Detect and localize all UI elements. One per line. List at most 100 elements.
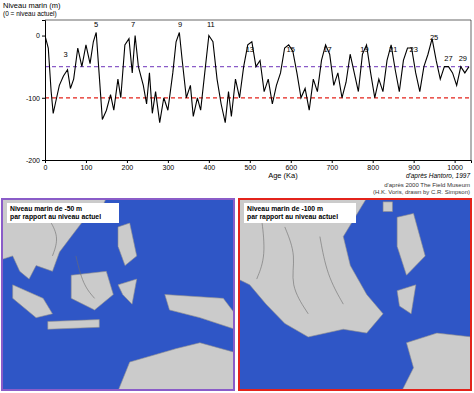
y-tick-label: 0 [36, 32, 40, 39]
stage-label: 25 [430, 33, 438, 42]
stage-label: 19 [360, 45, 368, 54]
x-tick-label: 1000 [447, 164, 463, 171]
map-panel: Niveau marin de -100 mpar rapport au niv… [238, 198, 472, 391]
x-tick: 0 [44, 160, 48, 171]
y-tick-mark [42, 160, 45, 161]
panel-title: par rapport au niveau actuel [10, 213, 101, 221]
y-axis-note: (0 = niveau actuel) [3, 10, 57, 18]
x-axis: 0 100 200 300 400 500 600 700 800 900 1000 [44, 160, 472, 171]
river [257, 217, 264, 279]
y-tick-mark [42, 98, 45, 99]
river [285, 227, 308, 314]
x-tick-label: 700 [326, 164, 338, 171]
land [71, 271, 113, 310]
x-tick: 300 [163, 160, 175, 171]
panel-border [2, 199, 234, 390]
x-tick-mark [455, 160, 456, 163]
sea [238, 198, 472, 391]
x-tick-mark [373, 160, 374, 163]
stage-label: 27 [444, 54, 452, 63]
y-axis-line [42, 21, 46, 161]
stage-label: 9 [178, 20, 182, 29]
figure: Niveau marin (m)(0 = niveau actuel) 0 -100… [0, 0, 474, 393]
x-axis-title: Age (Ka) [268, 171, 298, 180]
panel-title: Niveau marin de -50 m [10, 205, 82, 212]
y-axis-title: Niveau marin (m) [3, 1, 61, 10]
map-panel: Niveau marin de -50 mpar rapport au nive… [1, 198, 235, 391]
stage-label: 5 [94, 20, 98, 29]
stage-label: 11 [207, 20, 215, 29]
y-tick: 0 [36, 32, 45, 39]
land [397, 285, 416, 314]
y-tick: -100 [26, 95, 45, 102]
x-tick: 1000 [447, 160, 463, 171]
x-tick: 100 [81, 160, 93, 171]
x-tick: 600 [285, 160, 297, 171]
x-tick: 200 [122, 160, 134, 171]
plot-frame [45, 20, 471, 21]
land [397, 213, 425, 275]
map-content [238, 198, 472, 391]
x-tick: 500 [244, 160, 256, 171]
stage-label: 7 [131, 20, 135, 29]
reference-line [45, 66, 471, 67]
x-tick-label: 300 [163, 164, 175, 171]
x-tick-mark [250, 160, 251, 163]
reference-line [45, 97, 471, 98]
panel-title-box [7, 203, 119, 223]
y-tick: -200 [26, 157, 45, 164]
land [118, 279, 137, 304]
x-tick-label: 200 [122, 164, 134, 171]
x-tick-mark [414, 160, 415, 163]
plot-frame [471, 20, 472, 160]
x-tick: 900 [408, 160, 420, 171]
x-tick-label: 400 [204, 164, 216, 171]
stage-label: 29 [459, 54, 467, 63]
x-tick-label: 500 [244, 164, 256, 171]
x-tick: 800 [367, 160, 379, 171]
x-tick-mark [86, 160, 87, 163]
panel-title-box [244, 203, 356, 223]
river [48, 217, 57, 256]
x-tick-mark [127, 160, 128, 163]
plot-area [45, 32, 471, 122]
land [118, 343, 235, 391]
land [383, 202, 392, 212]
x-tick-mark [291, 160, 292, 163]
map-credit: (H.K. Voris, drawn by C.R. Simpson) [373, 189, 470, 195]
x-tick-mark [168, 160, 169, 163]
panel-border [239, 199, 471, 390]
x-tick-label: 100 [81, 164, 93, 171]
y-tick-mark [42, 36, 45, 37]
land [402, 333, 472, 391]
river [76, 256, 95, 298]
stage-label: 21 [389, 45, 397, 54]
x-tick-label: 600 [285, 164, 297, 171]
x-tick-mark [209, 160, 210, 163]
land [48, 320, 99, 330]
y-tick-label: -200 [26, 157, 40, 164]
stage-label: 15 [287, 45, 295, 54]
y-tick-label: -100 [26, 95, 40, 102]
x-axis-line [46, 161, 472, 164]
panel-title: Niveau marin de -100 m [247, 205, 323, 212]
map-credit: d'après 2000 The Field Museum [384, 182, 470, 188]
land [13, 285, 53, 318]
land [238, 198, 383, 337]
x-tick-mark [332, 160, 333, 163]
stage-label: 23 [409, 45, 417, 54]
land [118, 223, 137, 265]
panel-title: par rapport au niveau actuel [247, 213, 338, 221]
sea-level-line [45, 32, 469, 122]
x-tick-label: 900 [408, 164, 420, 171]
x-tick: 400 [204, 160, 216, 171]
stage-label: 17 [323, 45, 331, 54]
sea [1, 198, 235, 391]
river [320, 237, 343, 305]
y-axis: 0 -100 -200 [26, 21, 46, 164]
land [165, 295, 235, 330]
x-tick-label: 0 [44, 164, 48, 171]
x-tick: 700 [326, 160, 338, 171]
x-tick-mark [45, 160, 46, 163]
stage-label: 13 [246, 45, 254, 54]
